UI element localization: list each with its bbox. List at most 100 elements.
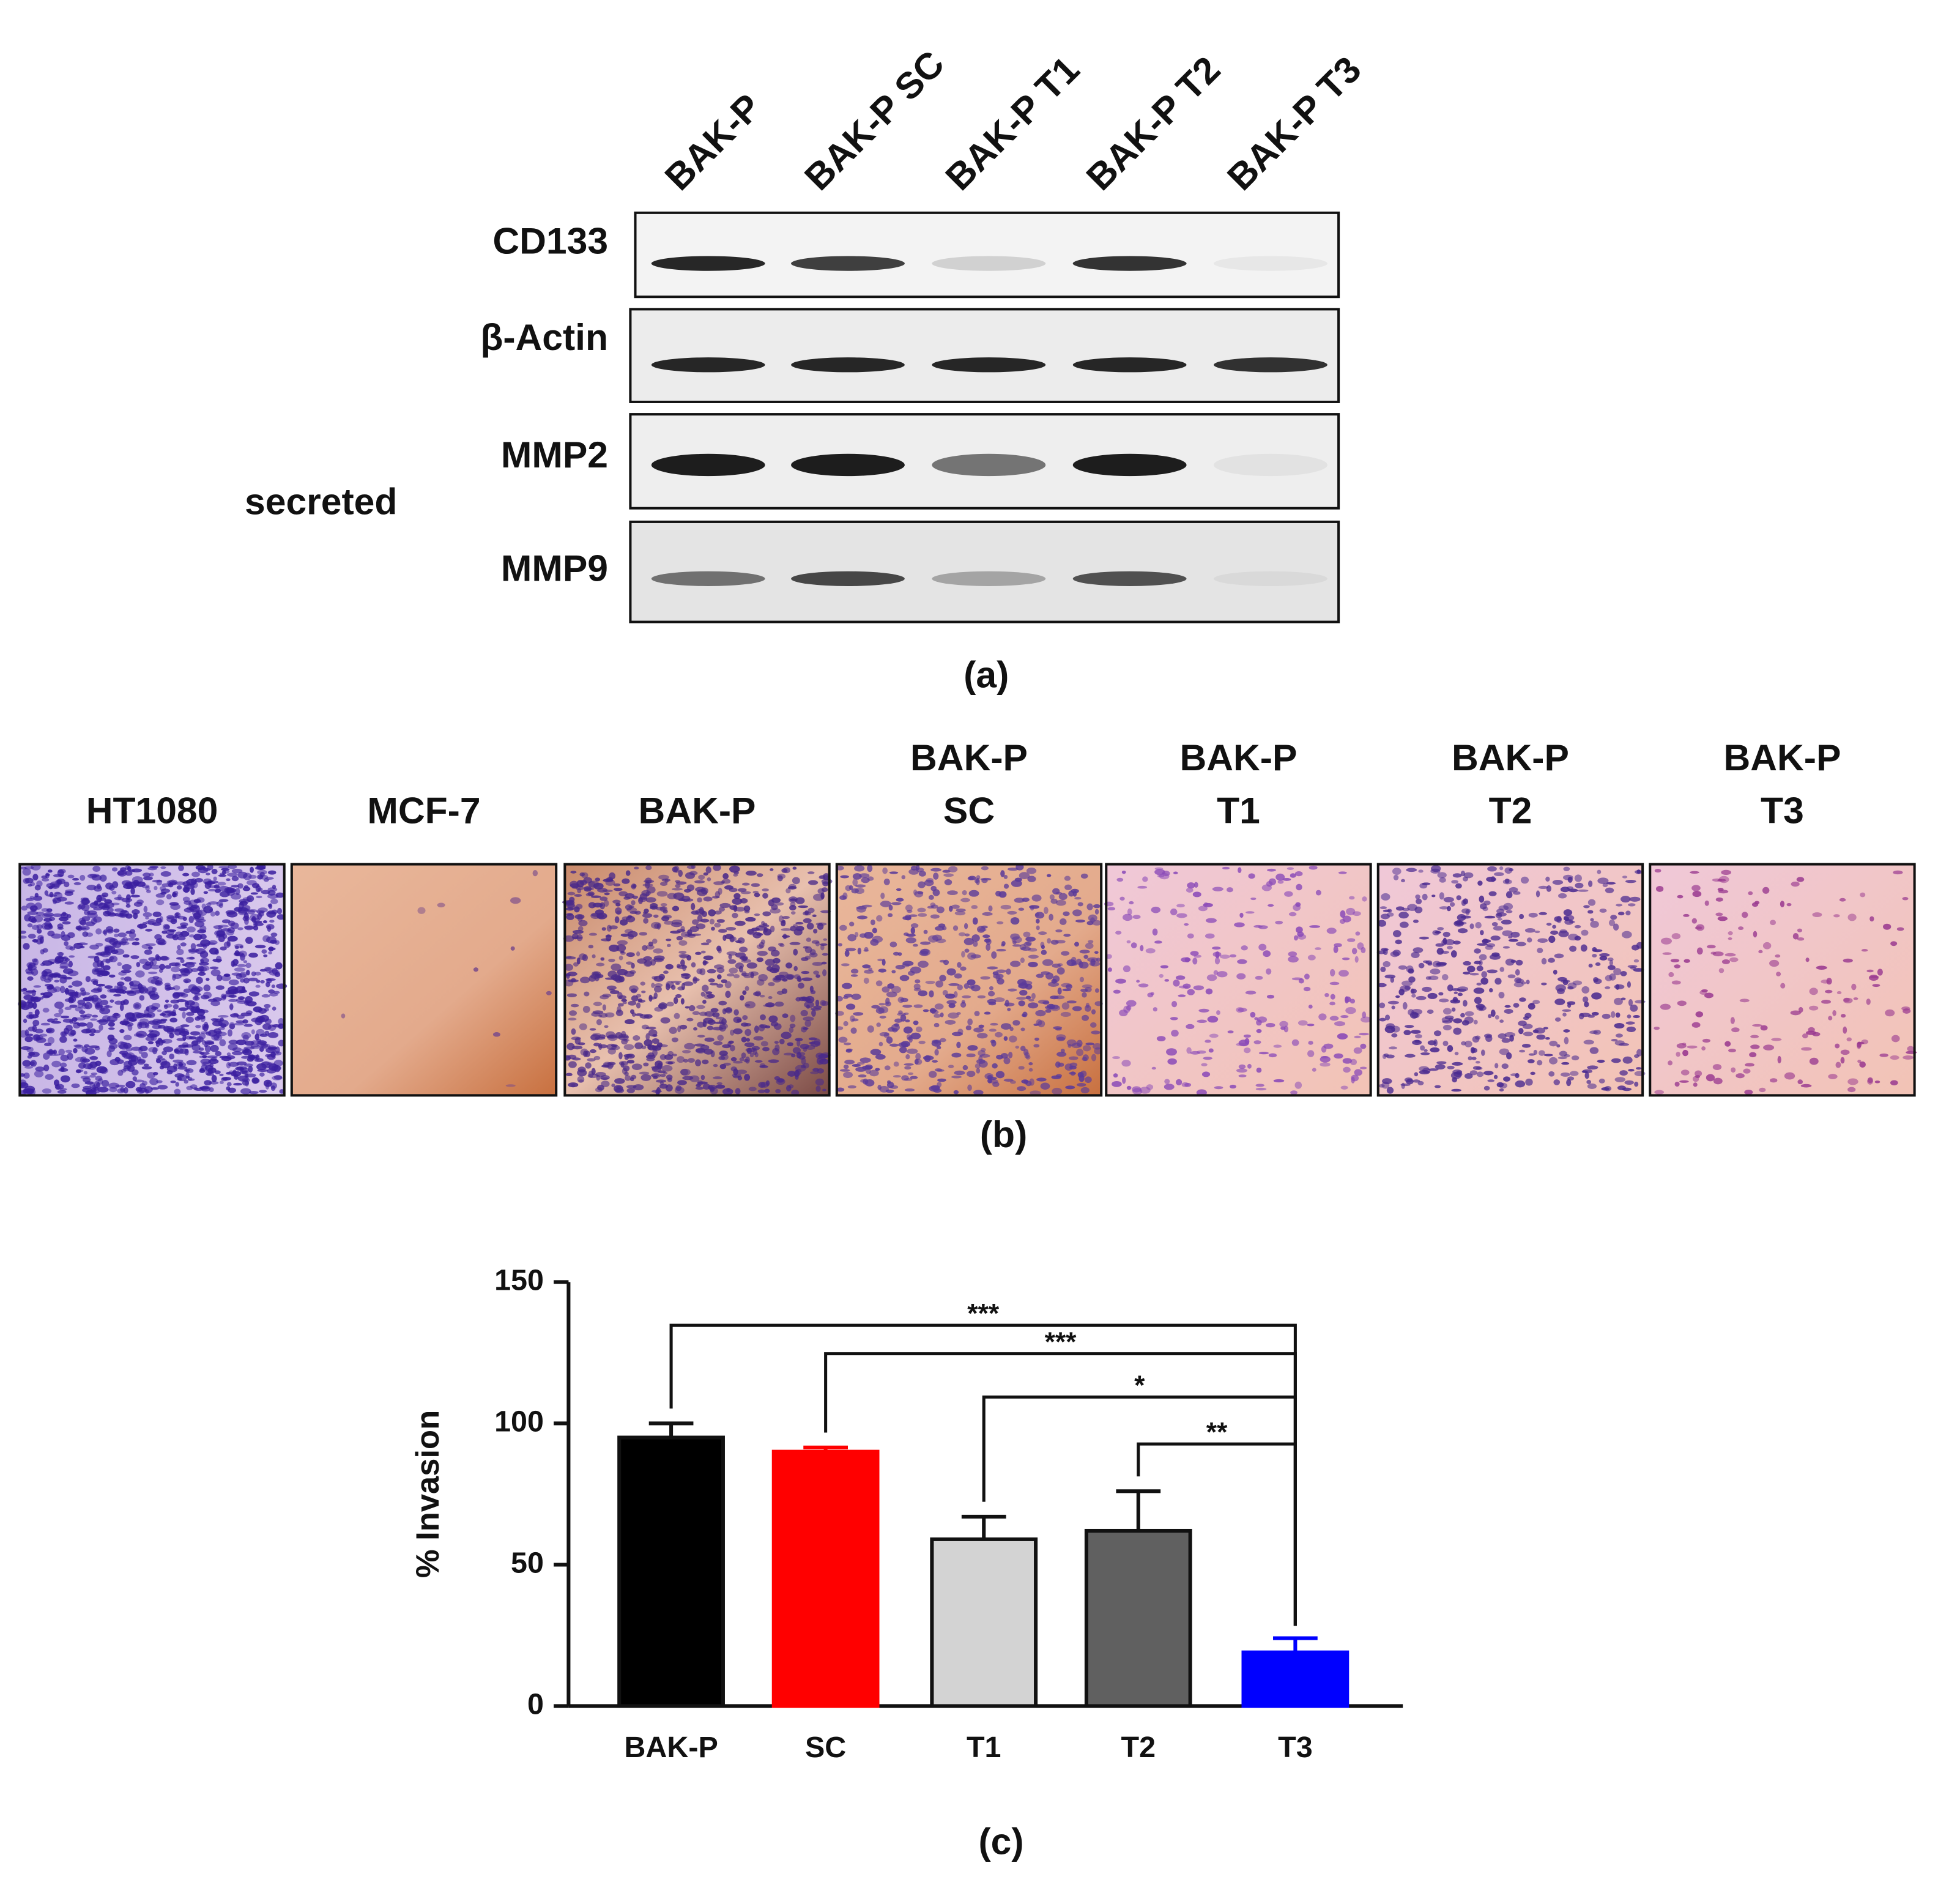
cell: [34, 902, 42, 910]
cell: [174, 1088, 181, 1095]
cell: [1206, 974, 1217, 981]
cell: [815, 974, 820, 978]
cell: [1521, 1043, 1531, 1048]
cell: [119, 1043, 129, 1050]
cell: [1182, 983, 1191, 989]
cell: [1031, 894, 1042, 902]
cell: [1075, 920, 1086, 923]
cell: [685, 1006, 690, 1009]
x-tick-label: BAK-P: [624, 1731, 718, 1764]
cell: [103, 929, 108, 936]
cell: [713, 1076, 722, 1079]
image-label: BAK-P: [1723, 737, 1841, 778]
cell: [1455, 883, 1462, 889]
cell: [1453, 1027, 1462, 1035]
cell: [177, 935, 186, 940]
cell: [1402, 1002, 1408, 1010]
cell: [958, 932, 966, 937]
cell: [1853, 997, 1858, 1000]
cell: [79, 1010, 86, 1014]
cell: [653, 986, 662, 993]
significance-label: **: [1206, 1418, 1228, 1448]
cell: [1291, 977, 1303, 981]
cell: [588, 932, 597, 936]
cell: [843, 1042, 852, 1046]
cell: [1662, 952, 1672, 955]
cell: [1515, 959, 1523, 966]
cell: [157, 1009, 162, 1013]
cell: [98, 970, 109, 976]
cell: [186, 1085, 193, 1090]
cell: [174, 1050, 180, 1054]
cell: [790, 1014, 796, 1022]
cell: [877, 958, 884, 962]
cell: [121, 912, 127, 917]
cell: [1258, 1052, 1269, 1055]
cell: [633, 1035, 640, 1041]
cell: [43, 912, 54, 917]
cell: [1769, 959, 1780, 967]
cell: [1477, 943, 1488, 946]
cell: [683, 1058, 688, 1063]
cell: [242, 1078, 250, 1082]
cell: [54, 980, 60, 983]
cell: [64, 958, 70, 962]
cell: [884, 1065, 891, 1071]
cell: [854, 865, 865, 872]
cell: [122, 937, 128, 944]
cell: [259, 871, 265, 877]
cell: [626, 961, 633, 965]
cell: [1409, 1011, 1419, 1019]
cell: [792, 866, 797, 870]
cell: [1483, 1071, 1494, 1076]
cell: [792, 1047, 801, 1054]
cell: [653, 958, 664, 962]
cell: [806, 923, 814, 930]
micrograph-frame: [1649, 863, 1916, 1097]
cell: [878, 1006, 889, 1014]
y-tick-label: 150: [494, 1263, 544, 1296]
cell: [633, 1084, 644, 1091]
cell: [87, 1090, 94, 1093]
cell: [146, 1006, 150, 1011]
cell: [186, 1011, 195, 1016]
cell: [781, 928, 792, 931]
cell: [930, 868, 941, 872]
cell: [991, 951, 997, 959]
cell: [744, 986, 749, 991]
cell: [818, 1054, 829, 1058]
cell: [239, 989, 247, 994]
cell: [622, 1001, 627, 1005]
cell: [1036, 918, 1040, 924]
cell: [134, 1003, 140, 1008]
cell: [988, 905, 993, 912]
cell: [651, 1066, 661, 1069]
cell: [872, 935, 883, 943]
cell: [971, 934, 980, 942]
cell: [783, 867, 790, 874]
micrograph-frame: [1105, 863, 1372, 1097]
cell: [602, 994, 612, 997]
cell: [1515, 969, 1520, 976]
cell: [774, 1002, 784, 1007]
cell: [1052, 963, 1061, 968]
cell: [155, 1041, 160, 1047]
cell: [258, 1008, 267, 1014]
cell: [21, 906, 28, 911]
cell: [220, 1023, 227, 1028]
cell: [1184, 1082, 1192, 1087]
significance-label: ***: [1045, 1327, 1077, 1357]
cell: [89, 874, 100, 877]
cell: [1049, 913, 1053, 921]
cell: [1770, 1078, 1778, 1083]
cell: [716, 983, 724, 988]
cell: [23, 1073, 30, 1079]
cell: [1851, 983, 1857, 991]
cell: [1079, 961, 1083, 969]
cell: [878, 969, 886, 973]
cell: [43, 1064, 50, 1072]
cell: [1378, 1084, 1385, 1088]
cell: [1384, 974, 1396, 979]
cell: [1454, 1052, 1459, 1055]
cell: [915, 1058, 923, 1065]
